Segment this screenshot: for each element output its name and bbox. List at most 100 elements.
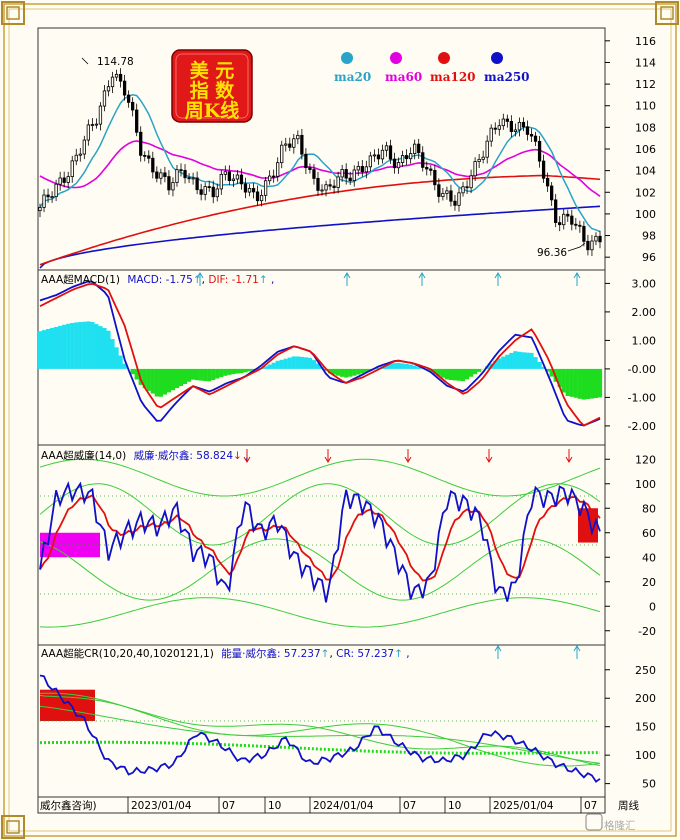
macd-bar-negative	[219, 368, 224, 378]
candle-down	[147, 155, 151, 159]
date-label-8: 07	[584, 800, 597, 812]
candle-up	[235, 174, 240, 180]
macd-bar-positive	[307, 357, 313, 369]
macd-bar-negative	[146, 368, 151, 391]
price-axis-tick-label: 96	[642, 251, 656, 264]
candle-down	[509, 120, 514, 132]
candle-up	[110, 76, 115, 88]
ma120-dot	[438, 52, 450, 64]
wr-axis-tick-label: 40	[642, 551, 656, 564]
title-badge: 美 元 指 数 周K线	[171, 49, 253, 123]
macd-bar-negative	[251, 368, 256, 371]
candle-down	[272, 175, 276, 178]
cr-dotted-line	[40, 740, 600, 755]
macd-bar-negative	[452, 368, 458, 381]
macd-signal-arrowhead	[573, 272, 581, 279]
candle-down	[586, 240, 590, 251]
ma60-line	[39, 140, 601, 197]
candle-up	[364, 166, 368, 173]
macd-bar-positive	[400, 363, 405, 369]
candle-down	[62, 177, 66, 183]
wr-arrow-down: ↓	[233, 450, 242, 462]
macd-bar-negative	[444, 368, 450, 380]
candle-down	[578, 224, 582, 227]
macd-bar-negative	[436, 368, 441, 376]
cr-ma-line-3	[39, 705, 601, 764]
wr-title: AAA超威廉(14,0)	[41, 449, 126, 462]
date-axis-bar	[37, 796, 606, 814]
candle-down	[288, 143, 292, 148]
macd-bar-negative	[150, 368, 155, 394]
price-panel	[37, 27, 606, 271]
candle-up	[562, 213, 566, 226]
wr-signal-arrowhead	[324, 456, 332, 463]
macd-bar-positive	[505, 354, 510, 369]
macd-bar-positive	[384, 365, 389, 369]
candle-down	[550, 185, 554, 201]
badge-line1: 美 元	[190, 59, 235, 82]
macd-bar-positive	[392, 363, 397, 369]
low-annotation: 96.36	[537, 247, 567, 259]
macd-bar-positive	[90, 321, 95, 369]
macd-bar-positive	[303, 357, 308, 369]
cr-axis-tick-label: 50	[642, 778, 656, 791]
candle-down	[433, 170, 437, 186]
candle-up	[215, 188, 219, 198]
dif-arrow-up: ↑	[259, 274, 268, 286]
candle-up	[497, 125, 501, 130]
macd-bar-negative	[130, 368, 135, 375]
macd-bar-negative	[170, 368, 176, 391]
macd-bar-negative	[158, 368, 163, 397]
candle-up	[219, 173, 223, 190]
wr-axis-tick-label: 80	[642, 502, 656, 515]
wr-axis-tick-label: -20	[638, 625, 656, 638]
candle-down	[183, 169, 187, 179]
macd-bar-negative	[327, 368, 333, 374]
badge-line2: 指 数	[190, 79, 236, 102]
candle-down	[421, 152, 425, 168]
candle-up	[409, 153, 413, 160]
wr-signal-arrowhead	[404, 456, 412, 463]
candle-up	[259, 194, 264, 202]
candle-down	[207, 186, 211, 188]
candle-down	[195, 177, 199, 191]
candle-down	[118, 73, 123, 82]
cr-value: CR: 57.237	[336, 648, 394, 660]
macd-bar-negative	[448, 368, 454, 381]
macd-bar-negative	[464, 368, 470, 380]
date-label-2: 07	[222, 800, 235, 812]
macd-bar-positive	[299, 356, 304, 369]
macd-signal-arrowhead	[196, 272, 204, 279]
candle-up	[74, 154, 78, 162]
macd-bar-negative	[227, 368, 232, 375]
candle-down	[199, 189, 203, 195]
price-axis-tick-label: 104	[635, 165, 656, 178]
macd-bar-positive	[529, 352, 534, 369]
macd-bar-positive	[102, 327, 107, 369]
ma250-label: ma250	[484, 70, 530, 84]
candle-up	[106, 86, 111, 92]
macd-bar-negative	[569, 368, 574, 397]
candle-down	[139, 131, 143, 156]
candle-down	[570, 215, 574, 225]
candle-down	[251, 188, 256, 193]
candle-up	[191, 177, 195, 180]
candle-up	[461, 186, 465, 194]
macd-bar-negative	[154, 368, 159, 397]
wr-axis-tick-label: 120	[635, 453, 656, 466]
candle-up	[513, 129, 518, 132]
macd-bar-positive	[106, 330, 111, 369]
watermark-text: 格隆汇	[604, 819, 636, 832]
cr-start-block	[40, 689, 95, 721]
macd-bar-positive	[37, 331, 43, 369]
candle-down	[255, 191, 260, 202]
macd-bar-negative	[557, 368, 562, 388]
candle-down	[348, 177, 352, 181]
macd-bar-positive	[295, 356, 300, 369]
corner-ornament-tr	[655, 1, 679, 25]
candle-up	[501, 118, 505, 127]
macd-bar-positive	[533, 357, 538, 369]
candle-up	[372, 154, 377, 157]
candle-up	[58, 177, 62, 185]
macd-arrow-up: ↑	[193, 274, 202, 286]
